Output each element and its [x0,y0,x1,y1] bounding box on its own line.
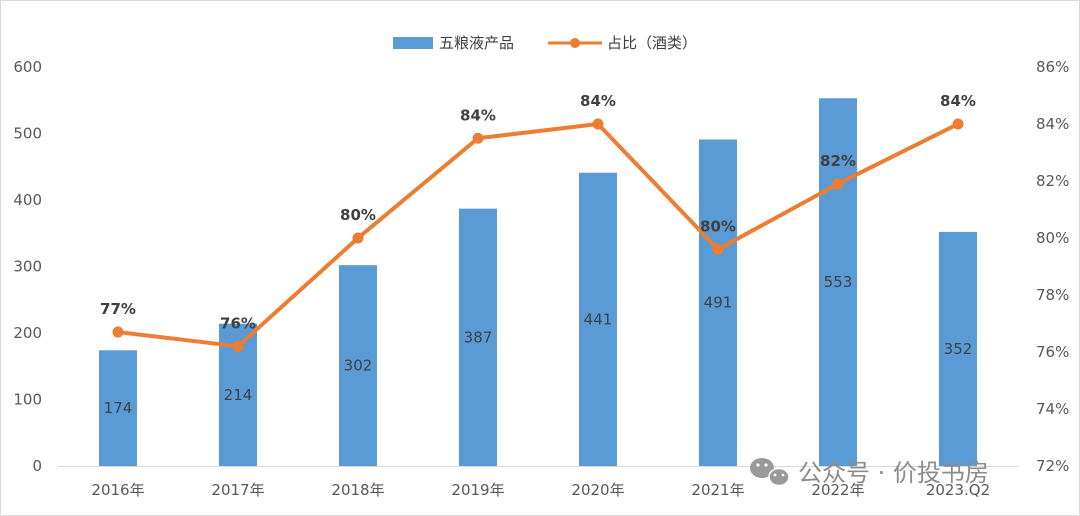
legend-line-marker [570,38,580,48]
line-value-label: 84% [940,92,976,110]
bar-value-label: 387 [464,328,493,346]
bar-value-label: 302 [344,357,373,375]
y-right-tick-label: 76% [1036,343,1069,361]
y-right-tick-label: 84% [1036,115,1069,133]
watermark-text: 公众号 · 价投书房 [798,459,989,487]
y-left-tick-label: 300 [13,258,42,276]
y-right-tick-label: 78% [1036,286,1069,304]
line-value-label: 77% [100,300,136,318]
bar [819,98,857,466]
line-point [952,118,964,130]
y-right-tick-label: 72% [1036,457,1069,475]
y-left-tick-label: 500 [13,125,42,143]
line-point [472,132,484,144]
x-tick-label: 2022年 [811,481,864,499]
bar [99,350,137,466]
right-axis: 72% 74% 76% 78% 80% 82% 84% 86% [1036,58,1069,475]
line-point [712,243,724,255]
bar [939,231,977,466]
bar-value-label: 491 [704,294,733,312]
line-value-label: 84% [580,92,616,110]
x-tick-label: 2020年 [571,481,624,499]
y-right-tick-label: 82% [1036,172,1069,190]
line-series [112,118,964,352]
y-left-tick-label: 400 [13,191,42,209]
y-left-tick-label: 100 [13,391,42,409]
wechat-icon [750,458,790,487]
x-tick-label: 2023.Q2 [926,481,990,499]
legend: 五粮液产品 占比（酒类） [393,34,697,52]
bar [339,265,377,466]
bar-value-label: 214 [224,386,253,404]
x-tick-label: 2017年 [211,481,264,499]
x-tick-label: 2021年 [691,481,744,499]
y-right-tick-label: 80% [1036,229,1069,247]
line-point [232,340,244,352]
y-left-tick-label: 600 [13,58,42,76]
bar-value-label: 174 [104,399,133,417]
x-tick-label: 2016年 [91,481,144,499]
line-path [117,122,959,349]
x-tick-label: 2018年 [331,481,384,499]
line-value-label: 80% [700,217,736,235]
bar [699,139,737,467]
y-left-tick-label: 0 [32,457,42,475]
line-point [832,178,844,190]
bar-value-label: 553 [824,273,853,291]
legend-bar-swatch [393,37,433,49]
x-tick-label: 2019年 [451,481,504,499]
bar-data-labels: 174 214 302 387 441 491 553 352 [104,273,973,417]
y-right-tick-label: 86% [1036,58,1069,76]
legend-bar-label: 五粮液产品 [439,34,514,52]
bar-value-label: 352 [944,340,973,358]
line-data-labels: 77% 76% 80% 84% 84% 80% 82% 84% [100,92,976,332]
line-point [352,232,364,244]
watermark: 公众号 · 价投书房 [750,458,989,487]
line-value-label: 84% [460,106,496,124]
line-point [592,118,604,130]
bar-series [99,98,977,467]
line-value-label: 82% [820,152,856,170]
bar [579,172,617,467]
bar-value-label: 441 [584,310,613,328]
line-value-label: 76% [220,314,256,332]
left-axis: 0 100 200 300 400 500 600 [13,58,42,475]
x-axis: 2016年 2017年 2018年 2019年 2020年 2021年 2022年 2023.… [91,481,990,499]
legend-line-label: 占比（酒类） [607,34,697,52]
line-point [112,326,124,338]
y-left-tick-label: 200 [13,324,42,342]
bar [459,208,497,466]
y-right-tick-label: 74% [1036,400,1069,418]
line-value-label: 80% [340,206,376,224]
